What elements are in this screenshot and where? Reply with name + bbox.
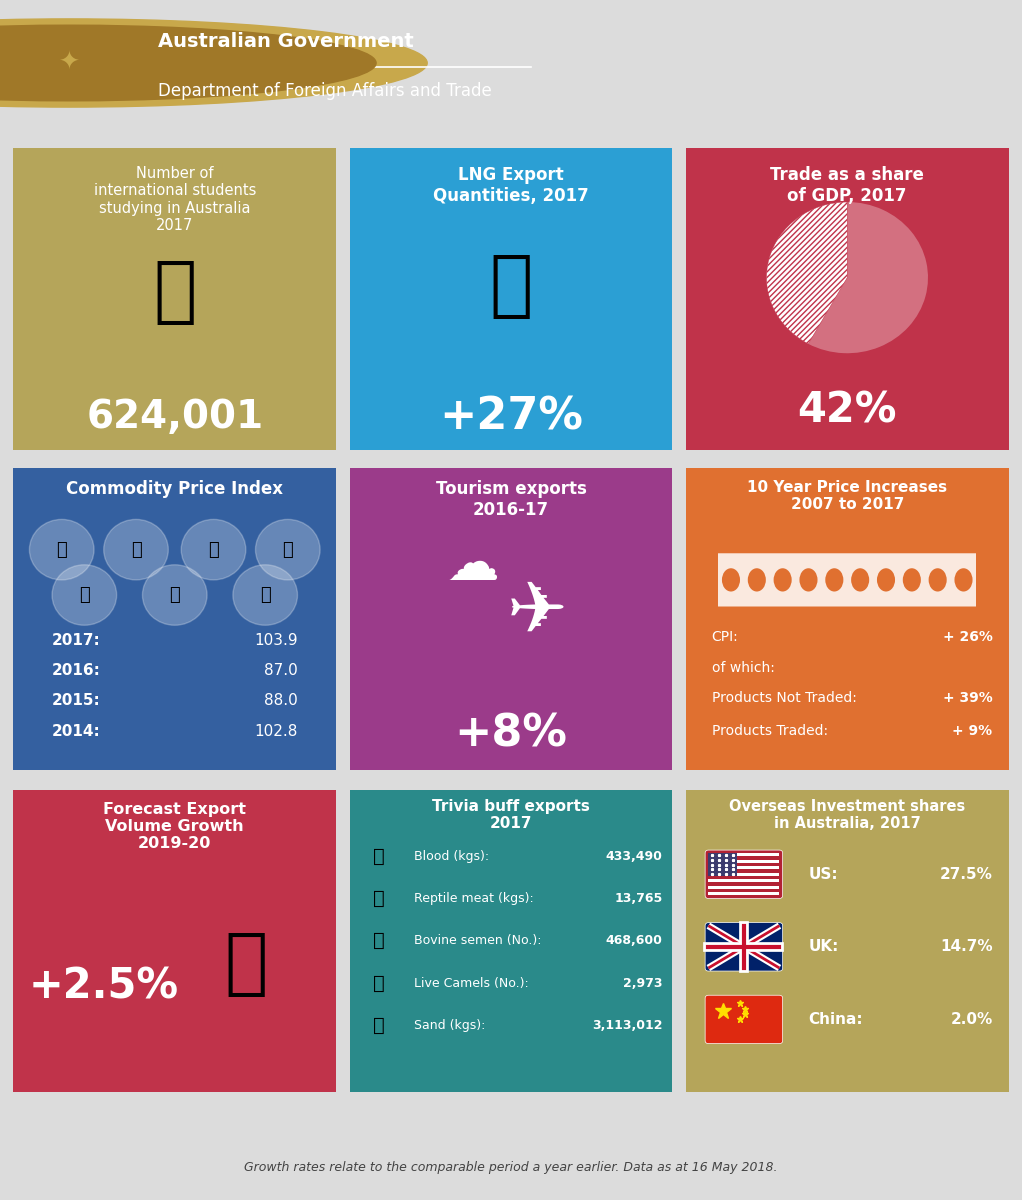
- Bar: [708, 853, 780, 857]
- Text: ✈: ✈: [507, 578, 567, 648]
- Text: Growth rates relate to the comparable period a year earlier. Data as at 16 May 2: Growth rates relate to the comparable pe…: [244, 1160, 778, 1174]
- Bar: [708, 892, 780, 895]
- Bar: [708, 886, 780, 889]
- Text: 433,490: 433,490: [606, 850, 663, 863]
- FancyBboxPatch shape: [338, 137, 684, 461]
- Text: 27.5%: 27.5%: [939, 866, 992, 882]
- Text: Blood (kgs):: Blood (kgs):: [414, 850, 490, 863]
- Text: ⛰: ⛰: [373, 1016, 384, 1034]
- Text: Australian Government: Australian Government: [158, 32, 414, 52]
- Wedge shape: [766, 202, 847, 344]
- Bar: [708, 880, 780, 882]
- Text: ⛏: ⛏: [56, 541, 67, 559]
- Text: 🦎: 🦎: [373, 889, 384, 908]
- Text: Overseas Investment shares
in Australia, 2017: Overseas Investment shares in Australia,…: [729, 799, 966, 832]
- FancyBboxPatch shape: [338, 457, 684, 781]
- FancyBboxPatch shape: [2, 137, 347, 461]
- FancyBboxPatch shape: [675, 457, 1020, 781]
- Bar: [708, 866, 780, 869]
- FancyBboxPatch shape: [2, 779, 347, 1103]
- Bar: [708, 853, 737, 876]
- Text: 2015:: 2015:: [52, 694, 101, 708]
- FancyBboxPatch shape: [675, 137, 1020, 461]
- Text: + 9%: + 9%: [953, 724, 992, 738]
- Text: Bovine semen (No.):: Bovine semen (No.):: [414, 935, 542, 947]
- Circle shape: [0, 19, 427, 107]
- Text: 14.7%: 14.7%: [940, 940, 992, 954]
- FancyBboxPatch shape: [705, 995, 783, 1044]
- Text: 💧: 💧: [373, 847, 384, 865]
- Text: 2,973: 2,973: [623, 977, 663, 990]
- Text: 🌾: 🌾: [131, 541, 141, 559]
- Text: Department of Foreign Affairs and Trade: Department of Foreign Affairs and Trade: [158, 82, 493, 100]
- Circle shape: [103, 520, 169, 580]
- Text: 102.8: 102.8: [254, 724, 297, 738]
- Circle shape: [256, 520, 320, 580]
- Text: 2016:: 2016:: [52, 664, 101, 678]
- FancyBboxPatch shape: [338, 779, 684, 1103]
- Bar: [708, 872, 780, 876]
- Text: + 39%: + 39%: [943, 691, 992, 704]
- Text: 🧴: 🧴: [170, 586, 180, 604]
- Text: Forecast Export
Volume Growth
2019-20: Forecast Export Volume Growth 2019-20: [103, 802, 246, 852]
- Text: +27%: +27%: [439, 395, 583, 438]
- FancyBboxPatch shape: [705, 923, 783, 971]
- Text: Reptile meat (kgs):: Reptile meat (kgs):: [414, 892, 533, 905]
- Text: Sand (kgs):: Sand (kgs):: [414, 1019, 485, 1032]
- Wedge shape: [808, 202, 928, 353]
- Text: +2.5%: +2.5%: [29, 965, 179, 1007]
- Text: 468,600: 468,600: [606, 935, 663, 947]
- Text: 🍷: 🍷: [208, 541, 219, 559]
- FancyBboxPatch shape: [675, 779, 1020, 1103]
- Text: 2017:: 2017:: [52, 632, 101, 648]
- Text: 💊: 💊: [79, 586, 90, 604]
- Circle shape: [30, 520, 94, 580]
- Text: 🐄: 🐄: [373, 931, 384, 950]
- Text: 88.0: 88.0: [264, 694, 297, 708]
- Text: 13,765: 13,765: [614, 892, 663, 905]
- Text: CPI:: CPI:: [711, 630, 738, 644]
- Circle shape: [181, 520, 246, 580]
- Text: 3,113,012: 3,113,012: [593, 1019, 663, 1032]
- Text: Products Not Traded:: Products Not Traded:: [711, 691, 856, 704]
- Text: 87.0: 87.0: [264, 664, 297, 678]
- Text: Tourism exports
2016-17: Tourism exports 2016-17: [435, 480, 587, 518]
- FancyBboxPatch shape: [2, 457, 347, 781]
- Text: 🐑: 🐑: [282, 541, 293, 559]
- Text: 42%: 42%: [797, 390, 897, 432]
- Text: 🎓: 🎓: [153, 258, 196, 328]
- Text: Trivia buff exports
2017: Trivia buff exports 2017: [432, 799, 590, 832]
- FancyBboxPatch shape: [705, 850, 783, 899]
- Text: +8%: +8%: [455, 713, 567, 756]
- Text: 🏢: 🏢: [224, 930, 268, 1000]
- Text: of which:: of which:: [711, 660, 775, 674]
- Text: Commodity Price Index: Commodity Price Index: [66, 480, 283, 498]
- Text: 2014:: 2014:: [52, 724, 101, 738]
- Text: 🚢: 🚢: [490, 252, 532, 322]
- Text: LNG Export
Quantities, 2017: LNG Export Quantities, 2017: [433, 166, 589, 204]
- Text: US:: US:: [808, 866, 838, 882]
- Text: Products Traded:: Products Traded:: [711, 724, 828, 738]
- Text: Number of
international students
studying in Australia
2017: Number of international students studyin…: [94, 166, 256, 233]
- Circle shape: [0, 25, 376, 101]
- Text: 103.9: 103.9: [253, 632, 297, 648]
- Text: 🐪: 🐪: [373, 973, 384, 992]
- Text: + 26%: + 26%: [942, 630, 992, 644]
- Text: ✦: ✦: [59, 50, 80, 74]
- Text: China:: China:: [808, 1012, 864, 1027]
- Text: 624,001: 624,001: [86, 397, 264, 436]
- Circle shape: [52, 565, 117, 625]
- Text: 10 Year Price Increases
2007 to 2017: 10 Year Price Increases 2007 to 2017: [747, 480, 947, 512]
- Circle shape: [142, 565, 207, 625]
- Text: 🍎: 🍎: [260, 586, 271, 604]
- Text: Trade as a share
of GDP, 2017: Trade as a share of GDP, 2017: [771, 166, 924, 204]
- Bar: [708, 859, 780, 863]
- Text: UK:: UK:: [808, 940, 839, 954]
- Text: ☁: ☁: [446, 539, 499, 590]
- Circle shape: [233, 565, 297, 625]
- Text: 2.0%: 2.0%: [950, 1012, 992, 1027]
- Text: Live Camels (No.):: Live Camels (No.):: [414, 977, 528, 990]
